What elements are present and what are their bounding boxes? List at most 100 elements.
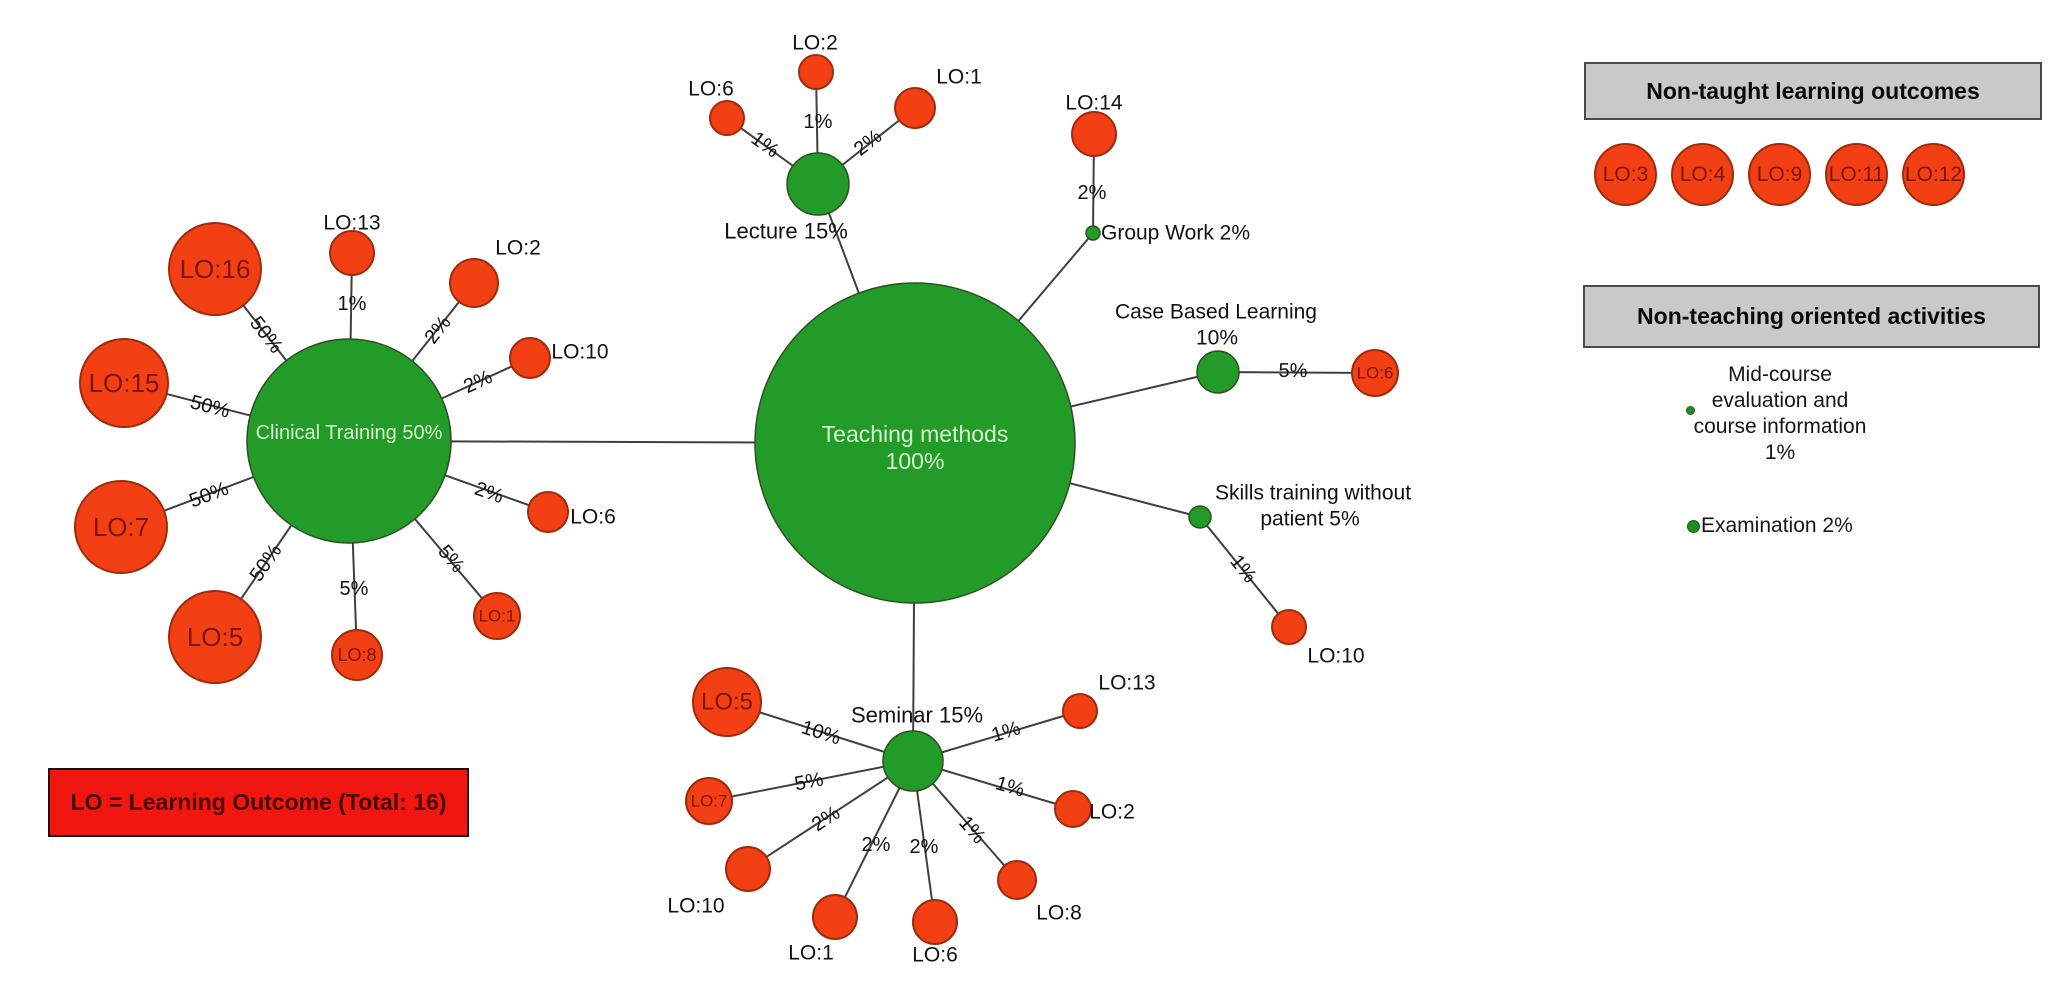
- edge-pct-seminar-se13: 1%: [989, 717, 1023, 746]
- node-label-c1: LO:1: [479, 607, 516, 626]
- node-c5: [168, 590, 262, 684]
- node-label-c16: LO:16: [180, 254, 251, 284]
- node-le2: [798, 54, 834, 90]
- node-clinical: [246, 338, 452, 544]
- non-taught-outcome-circle: LO:11: [1825, 143, 1888, 206]
- midcourse-activity: Mid-course evaluation and course informa…: [1660, 362, 1900, 466]
- node-lecture: [786, 152, 850, 216]
- examination-label: Examination 2%: [1701, 514, 1853, 537]
- node-label-c6: LO:6: [570, 506, 616, 529]
- edge-pct-cbl-cb6: 5%: [1278, 360, 1307, 382]
- node-label-se13: LO:13: [1098, 672, 1155, 695]
- edge-pct-clinical-c10: 2%: [460, 366, 496, 398]
- node-label-le6: LO:6: [688, 78, 734, 101]
- node-label-teaching: Teaching methods: [822, 421, 1009, 447]
- node-label-lecture: Lecture 15%: [724, 219, 848, 244]
- edge-pct-seminar-se10: 2%: [808, 802, 844, 836]
- node-se2: [1054, 790, 1092, 828]
- edge-pct-seminar-se5: 10%: [799, 716, 844, 749]
- node-label-le2: LO:2: [792, 32, 838, 55]
- midcourse-activity-dot-icon: [1686, 406, 1695, 415]
- node-se10: [725, 846, 771, 892]
- node-c1: [473, 592, 521, 640]
- node-label-g14: LO:14: [1065, 92, 1123, 115]
- node-label-c8: LO:8: [337, 645, 376, 665]
- edge-pct-seminar-se6: 2%: [910, 836, 939, 858]
- node-c2: [449, 258, 499, 308]
- non-taught-outcomes-row: LO:3 LO:4 LO:9 LO:11 LO:12: [1594, 143, 1965, 206]
- non-taught-panel-title: Non-taught learning outcomes: [1646, 77, 1980, 104]
- edge-pct-seminar-se2: 1%: [993, 772, 1027, 801]
- node-c16: [168, 222, 262, 316]
- edge-pct-clinical-c15: 50%: [188, 391, 232, 422]
- node-label-c13: LO:13: [323, 212, 380, 235]
- edge-pct-clinical-c7: 50%: [186, 478, 231, 513]
- legend-text: LO = Learning Outcome (Total: 16): [70, 789, 447, 815]
- node-label-skills: patient 5%: [1260, 508, 1359, 531]
- node-c13: [329, 230, 375, 276]
- node-label-skills: Skills training without: [1215, 482, 1411, 505]
- node-label-cbl: Case Based Learning: [1115, 301, 1317, 324]
- edge-seminar-se10: [747, 760, 914, 870]
- edge-pct-clinical-c13: 1%: [338, 293, 367, 315]
- edge-pct-seminar-se1: 2%: [862, 834, 891, 856]
- non-taught-outcome-circle: LO:12: [1902, 143, 1965, 206]
- node-label-clinical: Clinical Training 50%: [256, 422, 443, 444]
- node-c10: [509, 337, 551, 379]
- node-se7: [685, 777, 733, 825]
- node-se8: [997, 860, 1037, 900]
- node-label-sk10: LO:10: [1307, 645, 1364, 668]
- node-label-cb6: LO:6: [1357, 364, 1394, 383]
- node-cbl: [1196, 350, 1240, 394]
- midcourse-pct: 1%: [1764, 441, 1796, 464]
- edge-pct-clinical-c5: 50%: [246, 540, 287, 586]
- node-teaching: [754, 282, 1076, 604]
- node-g14: [1071, 111, 1117, 157]
- node-label-c2: LO:2: [495, 237, 541, 260]
- edge-seminar-se7: [708, 760, 914, 802]
- non-teaching-panel-header: Non-teaching oriented activities: [1583, 285, 2040, 348]
- midcourse-line-1: Mid-course: [1728, 363, 1832, 386]
- node-seminar: [882, 730, 944, 792]
- node-skills: [1188, 505, 1212, 529]
- node-label-se2: LO:2: [1089, 801, 1135, 824]
- node-le1: [894, 87, 936, 129]
- non-taught-panel-header: Non-taught learning outcomes: [1584, 62, 2042, 120]
- node-label-se8: LO:8: [1036, 902, 1082, 925]
- node-c7: [74, 480, 168, 574]
- node-label-se10: LO:10: [667, 895, 724, 918]
- node-label-se5: LO:5: [701, 689, 753, 716]
- edge-pct-lecture-le2: 1%: [804, 111, 833, 133]
- node-label-c7: LO:7: [93, 512, 149, 542]
- non-taught-outcome-circle: LO:3: [1594, 143, 1657, 206]
- node-label-se6: LO:6: [912, 944, 958, 967]
- node-label-c10: LO:10: [551, 341, 608, 364]
- edge-pct-clinical-c6: 2%: [472, 478, 507, 508]
- edge-pct-clinical-c8: 5%: [340, 578, 369, 600]
- edge-cbl-cb6: [1217, 371, 1376, 374]
- midcourse-line-3: course information: [1693, 415, 1867, 438]
- node-label-le1: LO:1: [936, 66, 982, 89]
- examination-activity: Examination 2%: [1687, 513, 1853, 539]
- non-taught-outcome-circle: LO:9: [1748, 143, 1811, 206]
- node-se13: [1062, 693, 1098, 729]
- node-se6: [912, 899, 958, 945]
- edge-pct-seminar-se7: 5%: [793, 768, 826, 795]
- node-c15: [79, 338, 169, 428]
- node-cb6: [1351, 349, 1399, 397]
- node-se1: [812, 894, 858, 940]
- non-teaching-panel-title: Non-teaching oriented activities: [1637, 303, 1986, 329]
- node-le6: [709, 100, 745, 136]
- edge-pct-clinical-c16: 50%: [245, 312, 287, 357]
- examination-dot-icon: [1687, 519, 1700, 533]
- node-se5: [692, 667, 762, 737]
- node-label-groupwork: Group Work 2%: [1101, 222, 1250, 245]
- node-label-cbl: 10%: [1196, 327, 1238, 350]
- node-label-seminar: Seminar 15%: [851, 703, 983, 728]
- edge-skills-sk10: [1199, 516, 1290, 628]
- node-c8: [331, 629, 383, 681]
- edge-pct-lecture-le6: 1%: [747, 128, 783, 163]
- node-label-se1: LO:1: [788, 942, 834, 965]
